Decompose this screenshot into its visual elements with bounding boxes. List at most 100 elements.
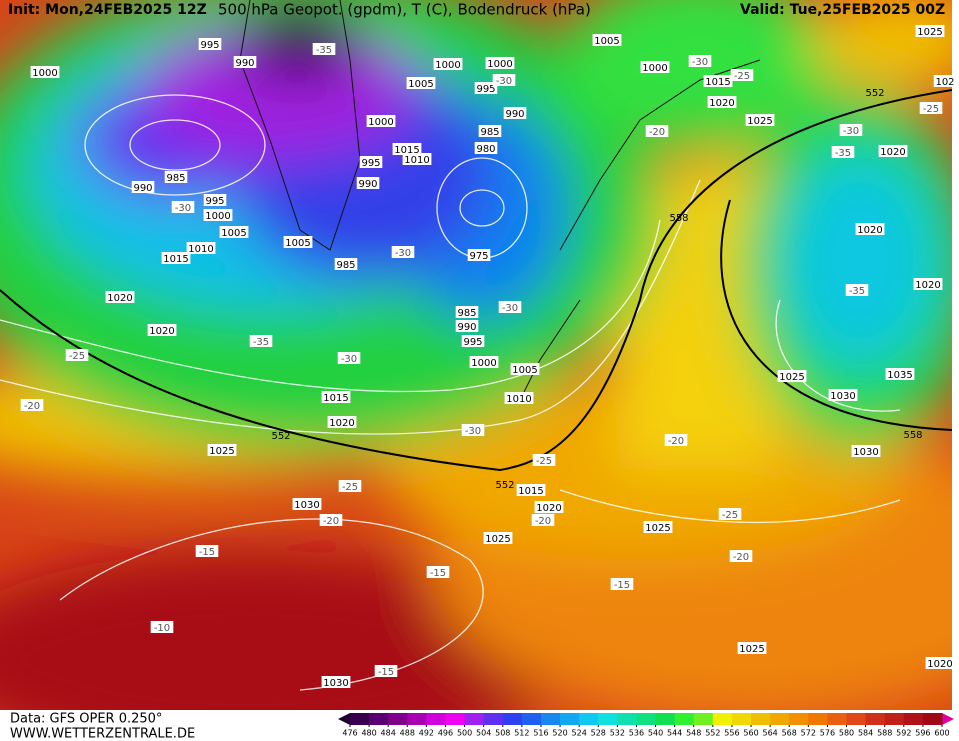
isobar-label-bg <box>745 114 775 126</box>
isotherm-label: -20 <box>649 127 665 138</box>
colorbar-bin <box>922 713 943 725</box>
colorbar-bin <box>388 713 408 725</box>
colorbar-tick-label: 476 <box>342 729 357 738</box>
isotherm-label-bg <box>426 566 450 578</box>
isobar-label-bg <box>516 484 546 496</box>
height-label: 552 <box>865 88 884 99</box>
isobar-label-bg <box>915 25 945 37</box>
colorbar-tick-label: 496 <box>438 729 453 738</box>
colorbar-tick-label: 548 <box>686 729 701 738</box>
colorbar-tick-label: 528 <box>591 729 606 738</box>
isobar-label-bg <box>233 56 257 68</box>
isobar-label-bg <box>878 145 908 157</box>
colorbar-bin <box>521 713 542 725</box>
isobar-label-bg <box>703 75 733 87</box>
colorbar-bin <box>789 713 809 725</box>
isobar-label: 975 <box>469 251 488 262</box>
isotherm-label-bg <box>831 146 855 158</box>
isobar-label: 1025 <box>485 534 510 545</box>
isotherm-label: -30 <box>502 303 518 314</box>
isobar-label-bg <box>366 115 396 127</box>
colorbar-under <box>338 713 350 725</box>
isobar-label-bg <box>455 306 479 318</box>
colorbar-tick-label: 508 <box>495 729 510 738</box>
isobar-label: 1005 <box>408 79 433 90</box>
isotherm-label: -35 <box>253 337 269 348</box>
isobar-label: 1015 <box>394 145 419 156</box>
isobar-label: 1000 <box>642 63 667 74</box>
isobar-label: 1005 <box>512 365 537 376</box>
isobar-label-bg <box>885 368 915 380</box>
colorbar-tick-label: 484 <box>381 729 396 738</box>
isobar-label-bg <box>219 226 249 238</box>
isotherm-label: -25 <box>923 104 939 115</box>
isotherm-label: -30 <box>843 126 859 137</box>
isotherm-label: -10 <box>154 623 170 634</box>
isotherm-label: -30 <box>175 203 191 214</box>
isobar-label-bg <box>483 532 513 544</box>
isobar-label-bg <box>737 642 767 654</box>
isobar-label-bg <box>283 236 313 248</box>
isobar-label-bg <box>461 335 485 347</box>
isobar-label: 1000 <box>487 59 512 70</box>
isobar-label-bg <box>321 676 351 688</box>
isobar-label: 1015 <box>705 77 730 88</box>
isotherm-label: -25 <box>722 510 738 521</box>
isobar-label: 1025 <box>747 116 772 127</box>
isobar-label: 990 <box>133 183 152 194</box>
isobar-label: 1025 <box>209 446 234 457</box>
colorbar-bin <box>502 713 523 725</box>
isobar-label-bg <box>534 501 564 513</box>
colorbar-bin <box>808 713 828 725</box>
isobar-label: 1025 <box>739 644 764 655</box>
isotherm-label: -30 <box>341 354 357 365</box>
colorbar-tick-label: 500 <box>457 729 472 738</box>
isotherm-label: -35 <box>316 45 332 56</box>
isobar-label: 990 <box>457 322 476 333</box>
colorbar-bin <box>560 713 580 725</box>
isotherm-label-bg <box>391 246 415 258</box>
colorbar-bin <box>731 713 752 725</box>
isobar-label-bg <box>474 82 498 94</box>
colorbar-tick-label: 556 <box>724 729 739 738</box>
isotherm-label: -30 <box>496 76 512 87</box>
isobar-label: 985 <box>480 127 499 138</box>
isobar-label-bg <box>131 181 155 193</box>
isobar-label-bg <box>203 194 227 206</box>
colorbar-bin <box>540 713 561 725</box>
colorbar-tick-label: 492 <box>419 729 434 738</box>
isobar-label-bg <box>913 278 943 290</box>
isobar-label: 985 <box>336 260 355 271</box>
isotherm-label-bg <box>374 665 398 677</box>
isotherm-label-bg <box>498 301 522 313</box>
isobar-label: 1020 <box>927 659 952 670</box>
colorbar-tick-label: 480 <box>361 729 376 738</box>
colorbar-bin <box>636 713 657 725</box>
colorbar-tick-label: 552 <box>705 729 720 738</box>
colorbar-bin <box>693 713 714 725</box>
isobar-label-bg <box>203 209 233 221</box>
isobar-label: 1000 <box>471 358 496 369</box>
isobar-label: 985 <box>166 173 185 184</box>
isobar-label: 1025 <box>779 372 804 383</box>
isobar-label: 1020 <box>329 418 354 429</box>
isotherm-label: -25 <box>536 456 552 467</box>
isobar-label: 1000 <box>368 117 393 128</box>
isotherm-label-bg <box>610 578 634 590</box>
colorbar-bin <box>884 713 905 725</box>
colorbar-tick-label: 588 <box>877 729 892 738</box>
isobar-label: 990 <box>235 58 254 69</box>
colorbar-tick-label: 544 <box>667 729 682 738</box>
isobar-label-bg <box>198 38 222 50</box>
colorbar-over <box>942 713 954 725</box>
colorbar-bin <box>407 713 427 725</box>
isobar-label: 995 <box>476 84 495 95</box>
isobar-label: 995 <box>200 40 219 51</box>
isotherm-label-bg <box>195 545 219 557</box>
isotherm-label: -30 <box>465 426 481 437</box>
isobar-label: 1030 <box>323 678 348 689</box>
colorbar-bin <box>483 713 504 725</box>
isobar-label-bg <box>474 142 498 154</box>
colorbar-bin <box>464 713 485 725</box>
